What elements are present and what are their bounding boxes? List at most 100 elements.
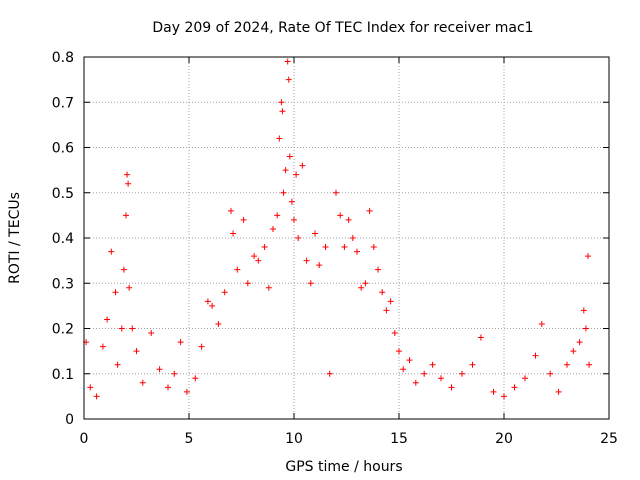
data-point [286, 153, 293, 160]
data-point [570, 348, 577, 355]
data-point [177, 339, 184, 346]
data-point [511, 384, 518, 391]
data-point [274, 212, 281, 219]
x-axis-label: GPS time / hours [285, 459, 402, 475]
data-point [383, 307, 390, 314]
data-point [228, 207, 234, 214]
data-point [337, 212, 344, 219]
data-point [183, 388, 190, 395]
data-point [93, 393, 100, 400]
data-point [333, 189, 339, 196]
data-point [586, 361, 593, 368]
data-point [312, 230, 318, 237]
data-point [240, 216, 247, 223]
data-point [280, 189, 287, 196]
x-tick-label: 25 [600, 431, 618, 447]
data-point [171, 370, 178, 377]
data-point [123, 212, 129, 219]
data-point [104, 316, 111, 323]
data-point [522, 375, 528, 382]
data-point [326, 370, 333, 377]
data-point [349, 235, 356, 241]
y-tick-label: 0 [65, 412, 74, 428]
y-tick-label: 0.5 [52, 186, 74, 202]
y-tick-label: 0.4 [52, 231, 74, 247]
data-point [133, 348, 140, 355]
data-point [501, 393, 507, 400]
x-tick-label: 5 [185, 431, 194, 447]
data-point [299, 162, 306, 169]
data-point [538, 320, 545, 327]
data-point [270, 225, 276, 232]
y-axis-label: ROTI / TECUs [7, 192, 23, 284]
data-point [221, 289, 228, 296]
y-tick-label: 0.6 [52, 141, 74, 157]
y-tick-label: 0.7 [52, 95, 74, 111]
data-point [391, 330, 398, 337]
data-point [477, 334, 484, 341]
data-point [112, 289, 119, 296]
data-point [125, 180, 132, 187]
data-point [582, 325, 589, 332]
x-tick-label: 10 [285, 431, 303, 447]
y-tick-label: 0.2 [52, 322, 74, 338]
data-point [370, 244, 377, 251]
data-point [129, 325, 136, 332]
data-point [345, 216, 352, 223]
data-point [215, 320, 222, 327]
data-point [459, 370, 465, 377]
data-point [230, 230, 237, 237]
y-axis-ticks: 0 0.1 0.2 0.3 0.4 0.5 0.6 0.7 0.8 [52, 50, 609, 428]
data-point [285, 76, 292, 83]
data-point [261, 244, 268, 251]
data-point [192, 375, 199, 382]
data-point [406, 357, 413, 364]
data-point [448, 384, 455, 391]
data-point [490, 388, 497, 395]
data-point [354, 248, 360, 255]
data-point [469, 361, 476, 368]
data-point [358, 284, 365, 291]
data-point [421, 370, 428, 377]
data-point [429, 361, 436, 368]
data-point [362, 280, 369, 287]
data-point [322, 244, 329, 251]
data-point [284, 58, 291, 65]
data-point [156, 366, 163, 373]
data-point [244, 280, 251, 287]
data-point [198, 343, 205, 350]
data-point [118, 325, 125, 332]
data-point [547, 370, 554, 377]
data-point [316, 262, 323, 269]
data-point [585, 253, 591, 260]
data-point [148, 330, 155, 337]
data-point [108, 248, 115, 255]
data-point [303, 257, 310, 264]
data-point [295, 235, 302, 241]
data-point [99, 343, 106, 350]
data-point [251, 253, 258, 260]
x-axis-ticks: 0 5 10 15 20 25 [80, 57, 618, 447]
data-point [114, 361, 121, 368]
data-point [279, 108, 286, 115]
data-point [555, 388, 562, 395]
data-point [204, 298, 211, 305]
data-point [288, 198, 295, 205]
data-point [412, 379, 419, 386]
y-tick-label: 0.3 [52, 276, 74, 292]
data-point [307, 280, 314, 287]
x-tick-label: 20 [495, 431, 513, 447]
data-point [87, 384, 94, 391]
grid-lines [84, 57, 609, 419]
data-point [341, 244, 348, 251]
data-point [532, 352, 539, 359]
data-point [438, 375, 444, 382]
x-tick-label: 0 [80, 431, 89, 447]
data-point [120, 266, 127, 273]
chart-title: Day 209 of 2024, Rate Of TEC Index for r… [152, 20, 533, 36]
data-point [278, 99, 285, 106]
data-points [83, 58, 593, 400]
y-tick-label: 0.8 [52, 50, 74, 66]
data-point [165, 384, 171, 391]
